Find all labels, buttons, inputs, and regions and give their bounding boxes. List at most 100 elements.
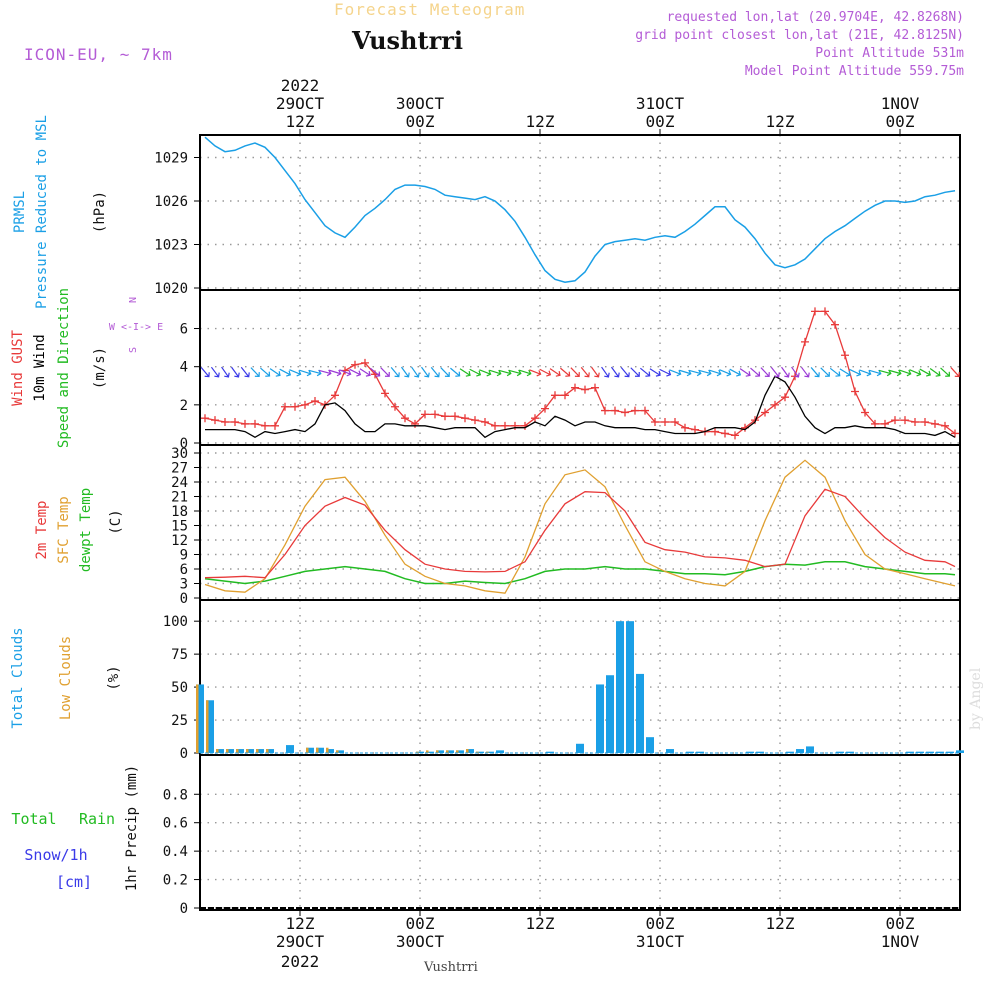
arrow-shape: [689, 369, 702, 377]
total-cloud-bar: [466, 749, 474, 753]
top-date-label: 29OCT: [276, 94, 325, 113]
wind-direction-arrow: [580, 366, 590, 378]
gust-marker: [841, 351, 849, 360]
wind-direction-arrow: [889, 369, 902, 377]
wind-direction-arrow: [791, 366, 800, 378]
y-tick-label: 1020: [154, 281, 188, 297]
total-cloud-bar: [646, 737, 654, 753]
low-clouds-label: Low Clouds: [58, 636, 74, 720]
total-cloud-bar: [326, 749, 334, 753]
low-cloud-bar: [216, 749, 219, 753]
arrow-shape: [610, 366, 620, 378]
gust-marker: [631, 406, 639, 415]
arrow-shape: [709, 369, 722, 377]
wind-direction-arrow: [269, 368, 281, 377]
gust-marker: [721, 429, 729, 438]
top-date-label: 31OCT: [636, 94, 685, 113]
arrow-shape: [859, 369, 872, 377]
gust-marker: [301, 400, 309, 409]
total-cloud-bar: [436, 750, 444, 753]
arrow-shape: [440, 367, 450, 377]
total-cloud-bar: [686, 751, 694, 753]
bottom-date-label: 31OCT: [636, 932, 685, 951]
wind-direction-arrow: [231, 366, 240, 378]
gust-marker: [571, 383, 579, 392]
wind-direction-arrow: [390, 366, 400, 378]
gust-marker: [491, 421, 499, 430]
gust-marker: [231, 418, 239, 427]
gust-marker: [621, 408, 629, 417]
bottom-station-label: Vushtrri: [424, 960, 478, 975]
wind-direction-arrow: [359, 368, 371, 377]
y-tick-label: 3: [180, 577, 188, 593]
total-cloud-bar: [786, 751, 794, 753]
low-cloud-bar: [246, 749, 249, 753]
wind-direction-arrow: [469, 368, 482, 377]
gust-marker: [541, 404, 549, 413]
total-cloud-bar: [226, 749, 234, 753]
gust-marker: [471, 416, 479, 425]
arrow-shape: [570, 367, 580, 377]
total-cloud-bar: [316, 747, 324, 753]
temp2m-label: 2m Temp: [34, 500, 50, 559]
gust-marker: [441, 412, 449, 421]
arrow-shape: [770, 366, 780, 378]
wind-direction-arrow: [800, 366, 810, 378]
arrow-shape: [889, 369, 902, 377]
wind-direction-arrow: [221, 366, 230, 378]
wind-direction-arrow: [430, 366, 440, 378]
arrow-shape: [400, 366, 410, 378]
total-cloud-bar: [456, 750, 464, 753]
arrow-shape: [231, 366, 240, 378]
wind-label: 10m Wind: [32, 334, 48, 401]
bottom-hour-label: 00Z: [886, 914, 915, 933]
wind-direction-arrow: [839, 368, 851, 377]
total-cloud-bar: [916, 751, 924, 753]
model-altitude: Model Point Altitude 559.75m: [744, 64, 964, 79]
gust-marker: [561, 391, 569, 400]
wind-direction-arrow: [400, 366, 410, 378]
wind-direction-arrow: [869, 369, 882, 377]
gridpoint-coords: grid point closest lon,lat (21E, 42.8125…: [635, 28, 964, 43]
arrow-shape: [810, 367, 820, 378]
gust-marker: [601, 406, 609, 415]
low-cloud-bar: [196, 684, 199, 753]
total-cloud-bar: [666, 749, 674, 753]
total-cloud-bar: [446, 750, 454, 753]
compass-axis: W <-I-> E: [109, 322, 163, 333]
gust-marker: [771, 400, 779, 409]
gust-marker: [281, 402, 289, 411]
total-cloud-bar: [846, 751, 854, 753]
gust-marker: [311, 397, 319, 406]
total-cloud-bar: [606, 675, 614, 753]
gust-marker: [461, 414, 469, 423]
bottom-date-label: 29OCT: [276, 932, 325, 951]
wind-direction-arrow: [339, 369, 352, 377]
gust-marker: [641, 406, 649, 415]
arrow-shape: [760, 367, 770, 378]
total-cloud-bar: [216, 749, 224, 753]
arrow-shape: [430, 366, 440, 378]
arrow-shape: [210, 366, 220, 378]
gust-marker: [421, 410, 429, 419]
wind-direction-arrow: [879, 369, 892, 377]
arrow-shape: [849, 368, 862, 377]
pressure-line: [204, 136, 956, 283]
gust-marker: [261, 421, 269, 430]
arrow-shape: [539, 368, 552, 377]
top-hour-label: 12Z: [526, 112, 555, 131]
total-clouds-label: Total Clouds: [10, 627, 26, 728]
gust-marker: [221, 418, 229, 427]
requested-coords: requested lon,lat (20.9704E, 42.8268N): [666, 10, 964, 25]
y-tick-label: 0.6: [163, 816, 188, 832]
bottom-hour-label: 12Z: [766, 914, 795, 933]
gust-marker: [291, 402, 299, 411]
arrow-shape: [800, 366, 810, 378]
wind-direction-arrow: [489, 369, 502, 377]
arrow-shape: [369, 367, 381, 377]
gust-marker: [531, 414, 539, 423]
arrow-shape: [560, 367, 571, 377]
arrow-shape: [240, 366, 250, 378]
arrow-shape: [289, 369, 302, 377]
arrow-shape: [299, 369, 312, 377]
